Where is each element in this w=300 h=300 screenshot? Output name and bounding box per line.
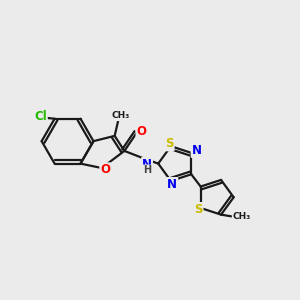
Text: O: O: [136, 125, 146, 138]
Text: N: N: [167, 178, 177, 191]
Text: CH₃: CH₃: [232, 212, 251, 221]
Text: Cl: Cl: [34, 110, 47, 123]
Text: N: N: [142, 158, 152, 171]
Text: S: S: [194, 203, 202, 216]
Text: S: S: [165, 137, 174, 150]
Text: H: H: [143, 165, 151, 175]
Text: CH₃: CH₃: [111, 111, 130, 120]
Text: N: N: [192, 144, 202, 157]
Text: O: O: [100, 163, 110, 176]
